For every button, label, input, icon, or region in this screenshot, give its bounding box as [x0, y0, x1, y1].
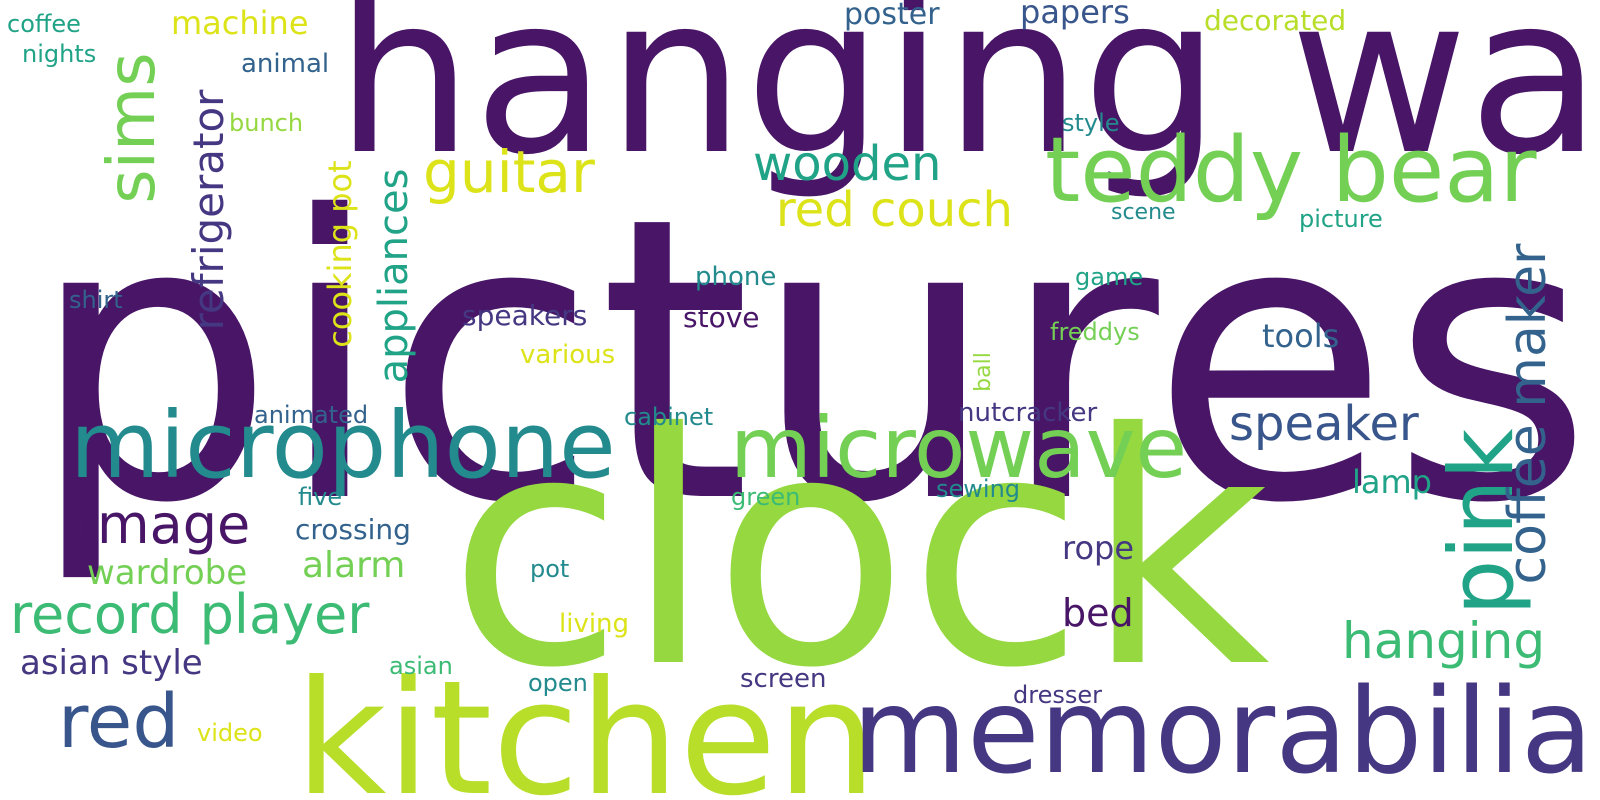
word-appliances: appliances — [371, 168, 417, 384]
word-kitchen: kitchen — [295, 647, 877, 800]
word-various: various — [520, 340, 616, 370]
word-video: video — [197, 719, 263, 747]
word-animal: animal — [241, 49, 330, 79]
word-scene: scene — [1111, 200, 1176, 225]
word-speaker: speaker — [1229, 396, 1419, 452]
word-nights: nights — [22, 40, 97, 68]
word-papers: papers — [1020, 0, 1130, 31]
word-game: game — [1075, 263, 1144, 291]
word-speakers: speakers — [462, 299, 588, 332]
word-nutcracker: nutcracker — [958, 398, 1098, 428]
word-bunch: bunch — [229, 109, 304, 137]
word-refrigerator: refrigerator — [184, 89, 233, 331]
word-decorated: decorated — [1204, 4, 1347, 37]
word-hanging-wall: hanging wall — [335, 0, 1600, 203]
word-cooking-pot: cooking pot — [321, 160, 359, 348]
word-picture: picture — [1299, 205, 1383, 233]
word-shirt: shirt — [69, 286, 123, 314]
word-style: style — [1062, 109, 1120, 137]
word-tools: tools — [1262, 317, 1340, 355]
word-poster: poster — [844, 0, 940, 32]
word-ball: ball — [971, 352, 996, 392]
word-coffee: coffee — [7, 10, 81, 38]
word-dresser: dresser — [1013, 681, 1102, 709]
word-five: five — [298, 483, 343, 511]
word-animated: animated — [254, 401, 369, 429]
word-machine: machine — [171, 4, 309, 42]
word-clock: clock — [448, 366, 1270, 738]
word-bed: bed — [1062, 591, 1134, 635]
word-rope: rope — [1062, 529, 1135, 567]
word-teddy-bear: teddy bear — [1045, 118, 1537, 223]
word-sims: sims — [93, 52, 170, 204]
word-green: green — [731, 483, 801, 511]
word-microwave: microwave — [730, 399, 1187, 497]
word-lamp: lamp — [1352, 463, 1432, 501]
word-coffee-maker: coffee maker — [1498, 243, 1558, 585]
word-stove: stove — [683, 301, 760, 334]
word-sewing: sewing — [936, 475, 1021, 503]
word-asian-style: asian style — [20, 643, 203, 683]
word-red-couch: red couch — [776, 182, 1013, 238]
word-wardrobe: wardrobe — [87, 553, 248, 593]
word-freddys: freddys — [1050, 318, 1140, 346]
word-cabinet: cabinet — [624, 403, 714, 431]
word-crossing: crossing — [295, 513, 411, 546]
word-pot: pot — [530, 555, 570, 583]
word-wooden: wooden — [753, 136, 942, 192]
word-asian: asian — [389, 652, 453, 680]
word-record-player: record player — [10, 583, 370, 646]
word-alarm: alarm — [302, 545, 406, 586]
word-microphone: microphone — [70, 392, 616, 499]
word-guitar: guitar — [423, 138, 595, 206]
word-open: open — [528, 669, 588, 697]
word-memorabilia: memorabilia — [852, 662, 1594, 800]
word-living: living — [559, 609, 630, 639]
word-red: red — [58, 679, 180, 765]
word-screen: screen — [740, 664, 827, 694]
word-phone: phone — [695, 262, 777, 292]
word-hanging: hanging — [1342, 612, 1546, 670]
word-image: image — [82, 493, 251, 556]
word-pictures: pictures — [28, 134, 1594, 588]
